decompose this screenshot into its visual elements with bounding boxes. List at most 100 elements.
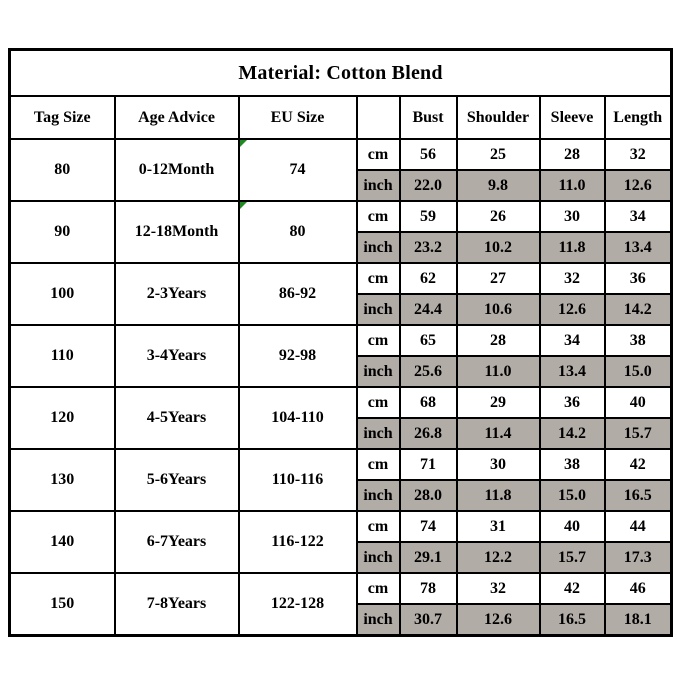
length-inch-value-cell: 13.4 <box>603 231 673 264</box>
age-advice-cell-text: 6-7Years <box>146 533 207 550</box>
shoulder-cm-value-cell: 29 <box>455 386 541 419</box>
size-row-cm: 140 6-7Years 116-122 cm 74 31 40 44 <box>8 510 673 574</box>
length-cm-value-cell: 46 <box>603 572 673 605</box>
bust-inch-value-cell: 25.6 <box>398 355 458 388</box>
bust-cm-value-cell: 78 <box>398 572 458 605</box>
unit-label-inch-cell: inch <box>355 169 401 202</box>
green-corner-marker-icon <box>240 141 247 147</box>
age-advice-cell: 3-4Years <box>113 324 240 388</box>
length-inch-value-cell: 12.6 <box>603 169 673 202</box>
sleeve-cm-value-cell: 32 <box>538 262 606 295</box>
size-row-inch: inch 25.6 11.0 13.4 15.0 <box>10 355 673 388</box>
age-advice-cell: 5-6Years <box>113 448 240 512</box>
eu-size-cell-text: 104-110 <box>271 409 324 426</box>
unit-label-cm-cell: cm <box>355 448 401 481</box>
eu-size-cell: 116-122 <box>237 510 358 574</box>
size-row-cm: 130 5-6Years 110-116 cm 71 30 38 42 <box>8 448 673 512</box>
size-row-cm: 120 4-5Years 104-110 cm 68 29 36 40 <box>8 386 673 450</box>
eu-size-cell: 86-92 <box>237 262 358 326</box>
col-header-bust: Bust <box>398 95 458 140</box>
shoulder-cm-value-cell: 26 <box>455 200 541 233</box>
size-row-inch: inch 29.1 12.2 15.7 17.3 <box>10 541 673 574</box>
length-cm-value-cell: 38 <box>603 324 673 357</box>
tag-size-cell-text: 130 <box>50 471 75 488</box>
shoulder-cm-value-cell: 28 <box>455 324 541 357</box>
sleeve-cm-value-cell: 38 <box>538 448 606 481</box>
length-cm-value-cell: 36 <box>603 262 673 295</box>
sleeve-inch-value-cell: 16.5 <box>538 603 606 637</box>
size-row-inch: inch 26.8 11.4 14.2 15.7 <box>10 417 673 450</box>
age-advice-cell: 7-8Years <box>113 572 240 637</box>
sleeve-inch-value-cell: 15.0 <box>538 479 606 512</box>
tag-size-cell: 150 <box>8 572 116 637</box>
size-row-cm: 150 7-8Years 122-128 cm 78 32 42 46 <box>8 572 673 637</box>
eu-size-cell: 104-110 <box>237 386 358 450</box>
unit-label-inch-cell: inch <box>355 541 401 574</box>
length-cm-value-cell: 42 <box>603 448 673 481</box>
length-inch-value-cell: 16.5 <box>603 479 673 512</box>
sleeve-cm-value-cell: 34 <box>538 324 606 357</box>
bust-cm-value-cell: 71 <box>398 448 458 481</box>
tag-size-cell-text: 140 <box>50 533 75 550</box>
length-inch-value-cell: 15.0 <box>603 355 673 388</box>
shoulder-inch-value-cell: 11.8 <box>455 479 541 512</box>
size-row-inch: inch 24.4 10.6 12.6 14.2 <box>10 293 673 326</box>
tag-size-cell: 140 <box>8 510 116 574</box>
bust-cm-value-cell: 62 <box>398 262 458 295</box>
bust-cm-value-cell: 74 <box>398 510 458 543</box>
shoulder-inch-value-cell: 10.6 <box>455 293 541 326</box>
eu-size-cell-text: 116-122 <box>271 533 324 550</box>
age-advice-cell: 6-7Years <box>113 510 240 574</box>
sleeve-inch-value-cell: 15.7 <box>538 541 606 574</box>
bust-cm-value-cell: 59 <box>398 200 458 233</box>
col-header-eu-size: EU Size <box>237 95 358 140</box>
bust-inch-value-cell: 28.0 <box>398 479 458 512</box>
unit-label-cm-cell: cm <box>355 200 401 233</box>
eu-size-cell-text: 74 <box>289 161 306 178</box>
age-advice-cell-text: 3-4Years <box>146 347 207 364</box>
eu-size-cell-text: 110-116 <box>271 471 324 488</box>
eu-size-cell: 80 <box>237 200 358 264</box>
bust-inch-value-cell: 23.2 <box>398 231 458 264</box>
length-inch-value-cell: 15.7 <box>603 417 673 450</box>
green-corner-marker-icon <box>240 203 247 209</box>
age-advice-cell-text: 2-3Years <box>146 285 207 302</box>
title-row: Material: Cotton Blend <box>8 48 673 97</box>
sleeve-cm-value-cell: 30 <box>538 200 606 233</box>
age-advice-cell: 4-5Years <box>113 386 240 450</box>
unit-label-inch-cell: inch <box>355 293 401 326</box>
sleeve-inch-value-cell: 14.2 <box>538 417 606 450</box>
col-header-sleeve: Sleeve <box>538 95 606 140</box>
age-advice-cell: 0-12Month <box>113 138 240 202</box>
unit-label-cm-cell: cm <box>355 324 401 357</box>
age-advice-cell: 12-18Month <box>113 200 240 264</box>
bust-inch-value-cell: 30.7 <box>398 603 458 637</box>
shoulder-inch-value-cell: 12.6 <box>455 603 541 637</box>
tag-size-cell: 120 <box>8 386 116 450</box>
tag-size-cell: 130 <box>8 448 116 512</box>
size-row-cm: 90 12-18Month 80 cm 59 26 30 34 <box>8 200 673 264</box>
tag-size-cell-text: 100 <box>50 285 75 302</box>
unit-label-inch-cell: inch <box>355 231 401 264</box>
eu-size-cell: 92-98 <box>237 324 358 388</box>
shoulder-cm-value-cell: 25 <box>455 138 541 171</box>
eu-size-cell: 110-116 <box>237 448 358 512</box>
eu-size-cell-text: 80 <box>289 223 306 240</box>
size-row-cm: 80 0-12Month 74 cm 56 25 28 32 <box>8 138 673 202</box>
length-inch-value-cell: 17.3 <box>603 541 673 574</box>
size-row-inch: inch 23.2 10.2 11.8 13.4 <box>10 231 673 264</box>
tag-size-cell-text: 80 <box>54 161 71 178</box>
age-advice-cell-text: 0-12Month <box>138 161 215 178</box>
unit-label-cm-cell: cm <box>355 262 401 295</box>
length-cm-value-cell: 40 <box>603 386 673 419</box>
bust-inch-value-cell: 24.4 <box>398 293 458 326</box>
unit-label-cm-cell: cm <box>355 386 401 419</box>
col-header-shoulder: Shoulder <box>455 95 541 140</box>
size-row-inch: inch 22.0 9.8 11.0 12.6 <box>10 169 673 202</box>
length-cm-value-cell: 34 <box>603 200 673 233</box>
length-inch-value-cell: 14.2 <box>603 293 673 326</box>
eu-size-cell: 74 <box>237 138 358 202</box>
bust-cm-value-cell: 65 <box>398 324 458 357</box>
shoulder-inch-value-cell: 9.8 <box>455 169 541 202</box>
bust-inch-value-cell: 26.8 <box>398 417 458 450</box>
